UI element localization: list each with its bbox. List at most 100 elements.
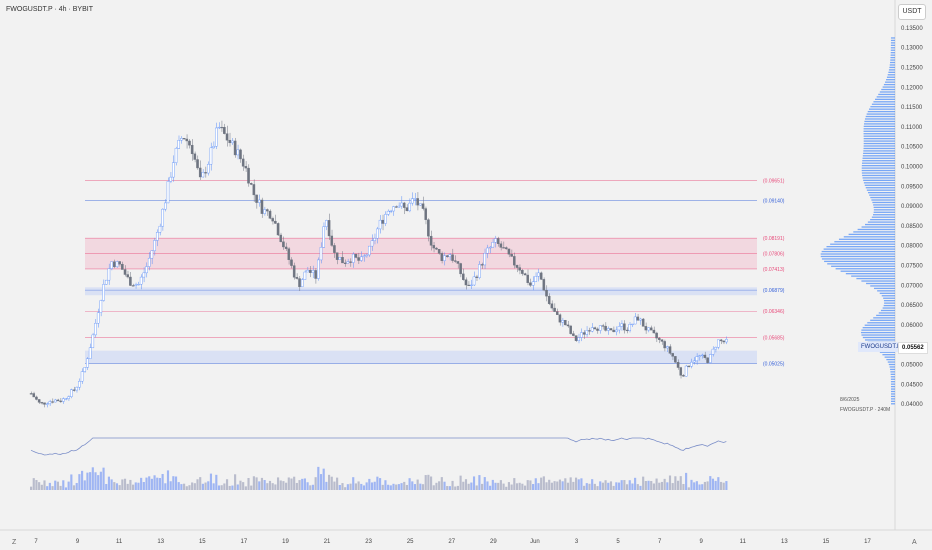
candle-body <box>394 206 398 208</box>
profile-bar <box>889 66 895 69</box>
profile-bar <box>883 297 895 299</box>
candle-body <box>641 318 645 327</box>
candle-body <box>679 367 683 376</box>
candle-body <box>212 146 215 149</box>
y-tick-label: 0.07500 <box>901 264 923 270</box>
volume-bar <box>620 480 623 490</box>
candle-body <box>325 220 328 227</box>
candle-body <box>478 264 481 278</box>
candle-body <box>698 355 701 357</box>
volume-bar <box>636 484 639 490</box>
candle-body <box>588 330 591 332</box>
volume-bar <box>322 468 325 490</box>
auto-scale-button[interactable]: A <box>912 539 917 546</box>
volume-bar <box>408 478 411 490</box>
volume-bar <box>553 481 556 490</box>
currency-button[interactable]: USDT <box>898 4 926 20</box>
volume-bar <box>706 481 709 490</box>
x-tick-label: 11 <box>740 539 747 545</box>
volume-bar <box>260 477 264 490</box>
candle-body <box>432 245 436 249</box>
candle-body <box>104 279 108 285</box>
candle-body <box>303 271 307 280</box>
candle-body <box>182 138 186 140</box>
y-tick-label: 0.04000 <box>901 402 923 408</box>
volume-bar <box>129 479 132 490</box>
candle-body <box>400 202 403 207</box>
x-tick-label: 15 <box>823 539 830 545</box>
volume-bar <box>276 477 280 490</box>
volume-bar <box>379 478 382 490</box>
y-tick-label: 0.06500 <box>901 303 923 309</box>
volume-bar <box>719 481 723 490</box>
x-tick-label: 7 <box>34 539 38 545</box>
volume-bar <box>145 477 148 490</box>
level-label-1: (0.09140) <box>763 199 785 205</box>
volume-bar <box>470 482 473 490</box>
y-tick-label: 0.12000 <box>901 85 923 91</box>
volume-bar <box>185 486 188 490</box>
candle-body <box>166 181 170 204</box>
volume-bar <box>596 486 599 490</box>
profile-bar <box>878 312 895 314</box>
profile-bar <box>873 209 895 211</box>
candle-body <box>121 263 124 270</box>
volume-bar <box>290 478 293 490</box>
y-tick-label: 0.10000 <box>901 165 923 171</box>
profile-bar <box>853 231 895 233</box>
candle-body <box>574 335 578 341</box>
zoom-reset-button[interactable]: Z <box>12 539 17 546</box>
profile-bar <box>869 194 895 196</box>
profile-bar <box>864 118 895 120</box>
volume-bar <box>274 484 277 490</box>
profile-bar <box>821 250 895 253</box>
zone-2 <box>85 350 757 364</box>
candle-body <box>153 240 156 251</box>
volume-bar <box>440 477 443 490</box>
profile-bar <box>856 277 895 280</box>
y-tick-label: 0.09000 <box>901 204 923 210</box>
candle-body <box>343 262 347 264</box>
profile-bar <box>866 189 895 191</box>
volume-bar <box>258 481 261 490</box>
volume-bar <box>142 481 145 490</box>
candle-body <box>539 272 543 280</box>
volume-bar <box>148 476 151 490</box>
candle-body <box>609 328 613 331</box>
candle-body <box>311 270 315 273</box>
volume-bar <box>172 476 175 490</box>
volume-bar <box>540 477 543 490</box>
volume-bar <box>242 482 245 490</box>
candle-body <box>306 269 309 273</box>
y-tick-label: 0.11500 <box>901 105 923 111</box>
profile-bar <box>890 44 895 46</box>
candle-body <box>456 261 460 264</box>
candle-body <box>37 399 41 403</box>
candle-body <box>236 149 240 156</box>
profile-bar <box>865 115 895 118</box>
volume-bar <box>309 485 312 490</box>
volume-bar <box>188 485 191 490</box>
profile-bar <box>870 219 895 221</box>
volume-bar <box>180 484 183 490</box>
volume-bar <box>357 481 360 490</box>
candle-body <box>585 330 589 335</box>
candle-body <box>491 242 495 248</box>
volume-bar <box>717 477 720 490</box>
profile-bar <box>838 238 895 240</box>
candle-body <box>185 138 189 142</box>
candle-body <box>440 253 444 261</box>
candle-body <box>239 149 242 160</box>
profile-bar <box>863 137 895 140</box>
volume-bar <box>244 486 247 490</box>
volume-bar <box>714 480 717 490</box>
candle-body <box>249 183 253 185</box>
volume-bar <box>642 476 645 490</box>
candle-body <box>725 339 728 343</box>
volume-bar <box>279 480 282 490</box>
profile-bar <box>857 228 895 231</box>
profile-bar <box>861 226 895 228</box>
volume-bar <box>255 477 258 490</box>
volume-bar <box>381 484 384 490</box>
